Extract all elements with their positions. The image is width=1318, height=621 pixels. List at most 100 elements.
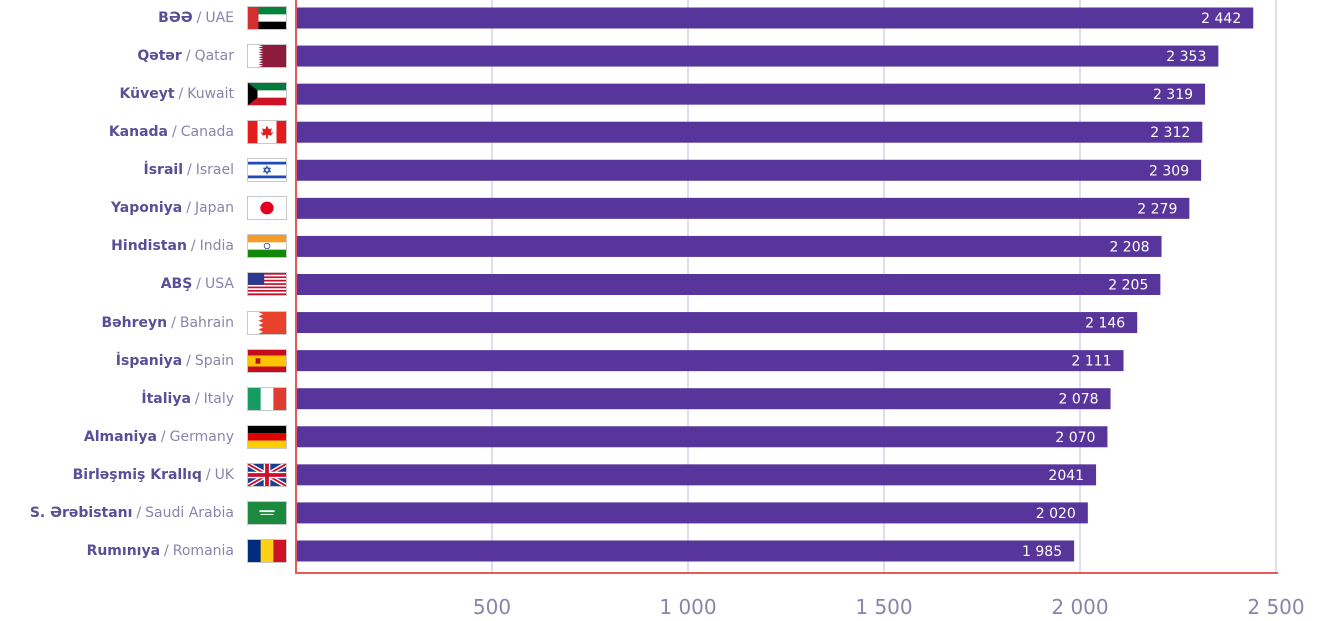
- bar-israel: [296, 159, 1202, 181]
- category-label: S. Ərəbistanı / Saudi Arabia: [30, 502, 234, 524]
- category-label-en: UK: [214, 466, 234, 483]
- category-label-en: Japan: [194, 200, 234, 217]
- bar-usa: [296, 273, 1161, 295]
- bar-value-label: 2 111: [1071, 354, 1111, 370]
- flag-germany-icon: [247, 424, 287, 449]
- flag-uae-icon: [247, 6, 287, 30]
- category-label-az: Yaponiya: [110, 200, 183, 217]
- label-separator: /: [190, 238, 196, 255]
- category-label: İsrail / Israel: [144, 159, 234, 181]
- category-label: İtaliya / Italy: [141, 388, 234, 410]
- bar-germany: [296, 426, 1108, 448]
- bar-value-label: 2 070: [1055, 430, 1095, 446]
- category-label-az: Almaniya: [83, 428, 157, 445]
- bar-value-label: 2 353: [1166, 49, 1206, 65]
- bar-value-label: 2041: [1048, 468, 1084, 484]
- category-label-en: Romania: [172, 542, 234, 559]
- category-label-az: ABŞ: [160, 276, 193, 293]
- label-separator: /: [196, 276, 202, 293]
- category-label-en: USA: [205, 276, 234, 293]
- category-label-en: Bahrain: [179, 314, 234, 331]
- bar-value-label: 1 985: [1022, 544, 1062, 560]
- flag-qatar-icon: [247, 44, 287, 69]
- bar-saudi-arabia: [296, 502, 1088, 524]
- x-tick-label-2000: 2 000: [1051, 595, 1108, 619]
- category-label-az: BƏƏ: [158, 10, 193, 26]
- flag-bahrain-icon: [247, 310, 287, 335]
- label-separator: /: [185, 48, 191, 65]
- x-tick-label-1500: 1 500: [855, 595, 912, 619]
- bar-romania: [296, 540, 1075, 562]
- flag-usa-icon: [247, 272, 287, 297]
- bar-spain: [296, 350, 1124, 372]
- bar-india: [296, 235, 1162, 257]
- bar-value-label: 2 319: [1153, 87, 1193, 103]
- flag-israel-icon: [247, 158, 287, 183]
- flag-japan-icon: [247, 196, 287, 221]
- bar-kuwait: [296, 83, 1206, 105]
- flag-italy-icon: [247, 386, 287, 411]
- category-label-en: Israel: [195, 162, 234, 179]
- flag-india-icon: [247, 234, 287, 259]
- bar-value-label: 2 078: [1058, 392, 1098, 408]
- label-separator: /: [172, 124, 177, 141]
- category-label-az: Küveyt: [119, 86, 175, 103]
- category-label-az: Rumınıya: [86, 542, 161, 559]
- x-tick-label-500: 500: [473, 595, 511, 619]
- category-label-en: Saudi Arabia: [145, 504, 234, 521]
- category-label-az: Kanada: [108, 124, 168, 141]
- bar-value-label: 2 279: [1137, 201, 1177, 217]
- flag-kuwait-icon: [247, 82, 287, 107]
- bar-uk: [296, 464, 1097, 486]
- axis-layer: [295, 0, 1278, 574]
- label-separator: /: [205, 466, 211, 483]
- x-tick-label-1000: 1 000: [659, 595, 716, 619]
- bar-value-label: 2 442: [1201, 11, 1241, 27]
- category-label-az: S. Ərəbistanı: [29, 504, 133, 521]
- bar-qatar: [296, 45, 1219, 67]
- category-label: Bəhreyn / Bahrain: [102, 312, 235, 334]
- bar-value-label: 2 205: [1108, 277, 1148, 293]
- label-separator: /: [196, 10, 202, 26]
- x-tick-label-2500: 2 500: [1247, 595, 1304, 619]
- category-label-en: Qatar: [194, 48, 234, 65]
- category-label: Hindistan / India: [111, 235, 234, 257]
- bar-value-label: 2 020: [1036, 506, 1076, 522]
- label-separator: /: [171, 314, 176, 331]
- x-tick-labels: 500 1 000 1 500 2 000 2 500: [473, 595, 1305, 619]
- flag-spain-icon: [247, 348, 287, 373]
- flag-uk-icon: [247, 462, 287, 487]
- category-label-en: Spain: [194, 352, 234, 369]
- label-separator: /: [160, 428, 166, 445]
- category-label-az: Hindistan: [111, 238, 187, 255]
- category-label-az: İtaliya: [141, 390, 191, 407]
- flag-saudi-arabia-icon: [247, 500, 287, 525]
- label-separator: /: [186, 200, 191, 217]
- bar-canada: [296, 121, 1203, 143]
- category-label: Qətər / Qatar: [137, 45, 234, 67]
- bar-value-label: 2 312: [1150, 125, 1190, 141]
- label-separator: /: [186, 352, 191, 369]
- label-separator: /: [187, 162, 192, 179]
- category-label-az: Birləşmiş Krallıq: [72, 466, 202, 483]
- category-label: Rumınıya / Romania: [87, 540, 234, 562]
- bar-bahrain: [296, 312, 1138, 334]
- category-label-en: Canada: [180, 124, 234, 141]
- category-label: İspaniya / Spain: [116, 350, 234, 372]
- bar-value-label: 2 309: [1149, 163, 1189, 179]
- bar-value-label: 2 146: [1085, 316, 1125, 332]
- category-label: Yaponiya / Japan: [111, 197, 234, 219]
- label-separator: /: [164, 542, 169, 559]
- bar-layer: 2 442 2 353 2 319 2 312 2 309 2 279 2 208 2 205…: [296, 7, 1254, 562]
- category-label-en: Kuwait: [187, 86, 234, 103]
- category-label: BƏƏ / UAE: [158, 7, 234, 29]
- bar-value-label: 2 208: [1109, 239, 1149, 255]
- flag-canada-icon: [247, 120, 287, 145]
- category-label: Almaniya / Germany: [84, 426, 234, 448]
- category-label-az: İsrail: [143, 162, 184, 179]
- label-separator: /: [194, 390, 200, 407]
- category-label: Birləşmiş Krallıq / UK: [73, 464, 234, 486]
- category-label-az: Bəhreyn: [101, 314, 168, 331]
- category-label: Kanada / Canada: [109, 121, 234, 143]
